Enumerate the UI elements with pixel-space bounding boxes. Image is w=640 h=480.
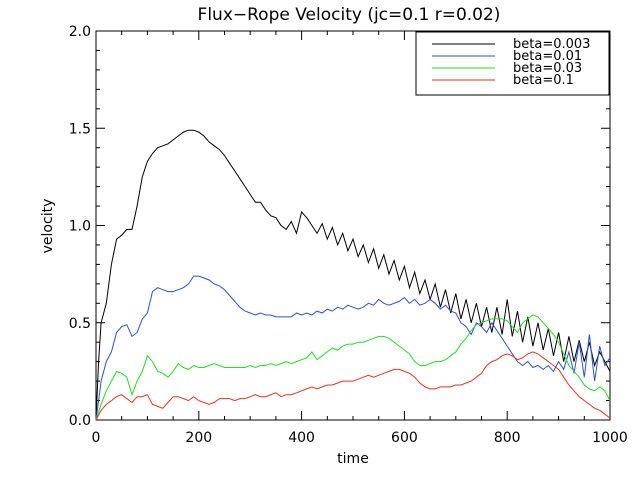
y-tick-label: 0.0 [69,413,91,429]
series-lines [95,129,611,421]
legend-label: beta=0.01 [513,49,582,64]
y-tick-label: 0.5 [69,316,91,332]
x-tick-label: 1000 [592,430,628,446]
y-tick-label: 2.0 [69,24,91,40]
x-axis-label: time [337,451,369,467]
y-axis-label: velocity [40,199,56,254]
legend-label: beta=0.1 [513,73,574,88]
x-tick-label: 800 [494,430,521,446]
series-line-3 [95,314,611,421]
legend-label: beta=0.03 [513,61,582,76]
y-axis: 0.0 0.5 1.0 1.5 2.0 [69,24,610,429]
series-line-1 [95,129,611,421]
chart-title: Flux−Rope Velocity (jc=0.1 r=0.02) [198,5,501,25]
x-tick-label: 0 [92,430,101,446]
y-tick-label: 1.0 [69,219,91,235]
legend-box [415,31,610,96]
legend-label: beta=0.003 [513,37,590,52]
x-tick-label: 200 [185,430,212,446]
series-line-2 [95,275,611,421]
x-tick-label: 600 [391,430,418,446]
x-tick-label: 400 [288,430,315,446]
x-axis: 0 200 400 600 800 1000 [92,31,628,446]
y-tick-label: 1.5 [69,121,91,137]
series-line-4 [95,351,611,421]
